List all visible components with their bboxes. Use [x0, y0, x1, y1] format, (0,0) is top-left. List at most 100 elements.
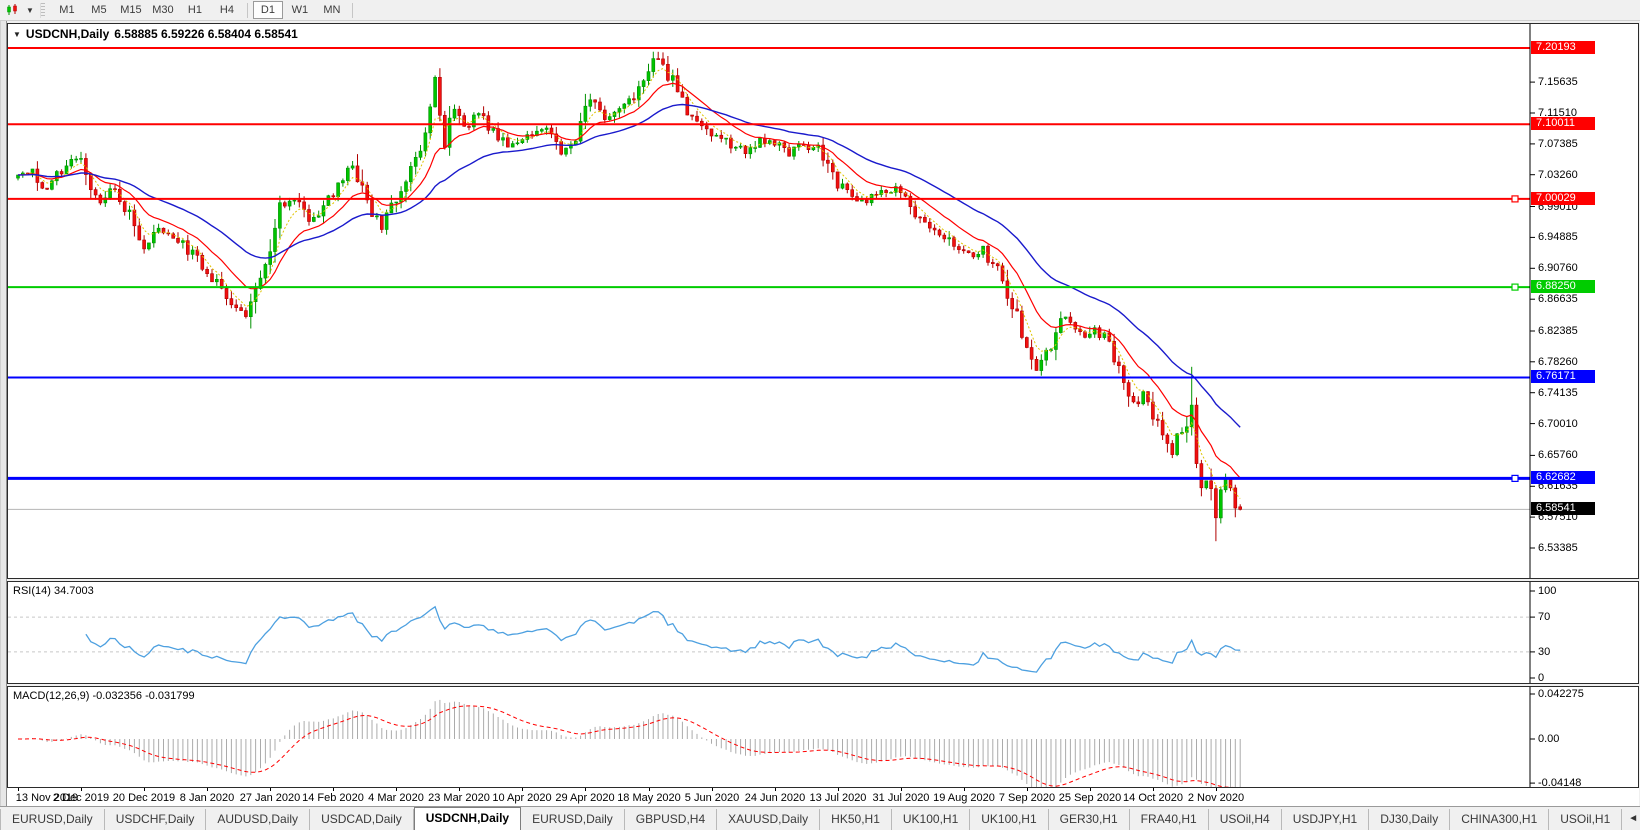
price-tick-label: 6.94885: [1538, 231, 1578, 243]
level-price-badge[interactable]: 7.20193: [1531, 41, 1595, 54]
level-price-badge[interactable]: 6.62682: [1531, 471, 1595, 484]
chart-tool-icon[interactable]: [0, 1, 26, 19]
level-price-badge[interactable]: 6.76171: [1531, 370, 1595, 383]
time-tick: [649, 788, 650, 791]
timeframe-button-mn[interactable]: MN: [323, 4, 341, 16]
candlestick-chart-canvas[interactable]: [8, 24, 1638, 583]
tab-scroll-left-icon[interactable]: ◄: [1628, 813, 1639, 824]
date-label: 24 Jun 2020: [744, 792, 806, 804]
window-edge-strip: [0, 21, 7, 806]
current-price-badge: 6.58541: [1531, 502, 1595, 515]
rsi-tick-label: 0: [1538, 672, 1545, 684]
time-tick: [1090, 788, 1091, 791]
date-label: 7 Sep 2020: [998, 792, 1056, 804]
macd-tick-label: -0.04148: [1538, 777, 1582, 789]
timeframe-button-h4[interactable]: H4: [219, 4, 234, 16]
horizontal-level-line[interactable]: [8, 283, 1530, 291]
price-chart-panel: ▼ USDCNH,Daily 6.58885 6.59226 6.58404 6…: [7, 23, 1639, 579]
macd-tick-label: 0.00: [1538, 733, 1560, 745]
chart-tab-usoil-h4[interactable]: USOil,H4: [1209, 809, 1282, 830]
chart-tab-eurusd-daily[interactable]: EURUSD,Daily: [0, 809, 105, 830]
chart-tab-usdcnh-daily[interactable]: USDCNH,Daily: [413, 807, 522, 830]
date-label: 18 May 2020: [617, 792, 681, 804]
chart-tab-hk50-h1[interactable]: HK50,H1: [820, 809, 892, 830]
time-axis[interactable]: 13 Nov 2019 2 Dec 2019 20 Dec 2019 8 Jan 20…: [7, 788, 1639, 806]
level-price-badge[interactable]: 7.10011: [1531, 117, 1595, 130]
timeframe-button-m5[interactable]: M5: [91, 4, 107, 16]
chart-tab-uk100-h1[interactable]: UK100,H1: [970, 809, 1049, 830]
chart-tab-usdjpy-h1[interactable]: USDJPY,H1: [1282, 809, 1370, 830]
chart-tab-china300-h1[interactable]: CHINA300,H1: [1450, 809, 1550, 830]
price-tick-label: 6.74135: [1538, 387, 1578, 399]
chart-tab-fra40-h1[interactable]: FRA40,H1: [1130, 809, 1209, 830]
horizontal-level-line[interactable]: [8, 195, 1530, 203]
time-tick: [144, 788, 145, 791]
price-tick-label: 6.70010: [1538, 418, 1578, 430]
timeframe-button-h1[interactable]: H1: [187, 4, 202, 16]
timeframe-button-m15[interactable]: M15: [120, 4, 142, 16]
date-label: 19 Aug 2020: [933, 792, 995, 804]
chart-ohlc-values: 6.58885 6.59226 6.58404 6.58541: [114, 27, 298, 41]
toolbar-grip-handle[interactable]: [39, 2, 45, 18]
date-label: 27 Jan 2020: [239, 792, 301, 804]
rsi-tick-label: 70: [1538, 611, 1551, 623]
macd-chart-canvas[interactable]: [8, 687, 1638, 794]
ma-slow-line: [17, 103, 1241, 428]
price-tick-label: 6.78260: [1538, 356, 1578, 368]
date-label: 31 Jul 2020: [872, 792, 930, 804]
timeframe-button-d1[interactable]: D1: [252, 1, 283, 19]
date-label: 23 Mar 2020: [428, 792, 490, 804]
date-label: 5 Jun 2020: [684, 792, 740, 804]
chart-tab-usdcad-daily[interactable]: USDCAD,Daily: [310, 809, 414, 830]
candles-group: [16, 51, 1242, 542]
rsi-line: [85, 605, 1241, 673]
date-label: 10 Apr 2020: [492, 792, 552, 804]
chart-tab-eurusd-daily[interactable]: EURUSD,Daily: [521, 809, 625, 830]
timeframe-button-w1[interactable]: W1: [291, 4, 309, 16]
rsi-chart-canvas[interactable]: [8, 582, 1638, 688]
time-tick: [585, 788, 586, 791]
chart-tab-ger30-h1[interactable]: GER30,H1: [1049, 809, 1130, 830]
date-label: 4 Mar 2020: [368, 792, 424, 804]
chart-tab-gbpusd-h4[interactable]: GBPUSD,H4: [625, 809, 718, 830]
level-price-badge[interactable]: 6.88250: [1531, 280, 1595, 293]
collapse-triangle-icon[interactable]: ▼: [13, 29, 21, 39]
time-tick: [81, 788, 82, 791]
price-tick-label: 6.90760: [1538, 262, 1578, 274]
time-tick: [838, 788, 839, 791]
price-tick-label: 7.03260: [1538, 169, 1578, 181]
time-tick: [1027, 788, 1028, 791]
macd-tick-label: 0.042275: [1538, 688, 1584, 700]
chart-tab-usoil-h1[interactable]: USOil,H1: [1549, 809, 1623, 830]
date-label: 8 Jan 2020: [179, 792, 235, 804]
date-label: 20 Dec 2019: [112, 792, 176, 804]
time-tick: [18, 788, 19, 791]
horizontal-level-line[interactable]: [8, 474, 1530, 482]
time-tick: [964, 788, 965, 791]
chart-tab-uk100-h1[interactable]: UK100,H1: [892, 809, 971, 830]
time-tick: [901, 788, 902, 791]
timeframe-button-m1[interactable]: M1: [59, 4, 75, 16]
ma-fast-line: [17, 82, 1241, 479]
macd-histogram: [22, 699, 1241, 794]
time-tick: [207, 788, 208, 791]
level-price-badge[interactable]: 7.00029: [1531, 192, 1595, 205]
chart-tab-usdchf-daily[interactable]: USDCHF,Daily: [105, 809, 207, 830]
price-tick-label: 6.53385: [1538, 542, 1578, 554]
date-label: 2 Dec 2019: [52, 792, 110, 804]
time-tick: [1216, 788, 1217, 791]
time-tick: [270, 788, 271, 791]
chart-tab-xauusd-daily[interactable]: XAUUSD,Daily: [717, 809, 821, 830]
time-tick: [459, 788, 460, 791]
time-tick: [396, 788, 397, 791]
price-tick-label: 7.07385: [1538, 138, 1578, 150]
date-label: 29 Apr 2020: [555, 792, 615, 804]
macd-signal-line: [18, 705, 1241, 789]
chart-symbol-label: USDCNH,Daily: [25, 27, 110, 41]
timeframe-button-m30[interactable]: M30: [152, 4, 174, 16]
chart-tab-audusd-daily[interactable]: AUDUSD,Daily: [206, 809, 311, 830]
rsi-indicator-panel: RSI(14) 34.7003 100 70 30 0: [7, 581, 1639, 684]
chart-tab-dj30-daily[interactable]: DJ30,Daily: [1369, 809, 1451, 830]
price-tick-label: 7.15635: [1538, 76, 1578, 88]
chevron-down-icon[interactable]: ▼: [26, 5, 34, 15]
